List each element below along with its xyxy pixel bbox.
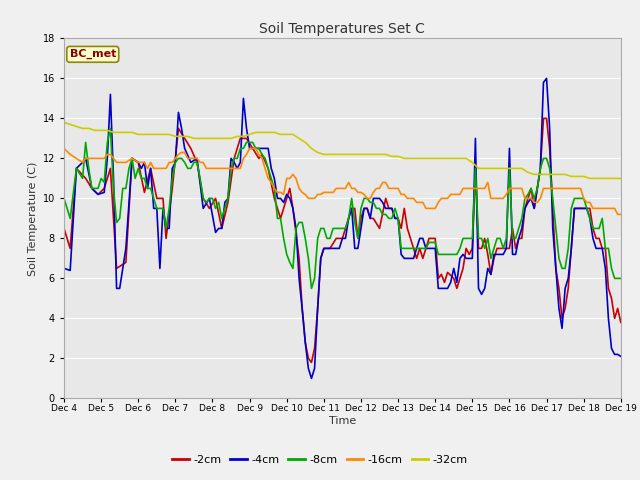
-32cm [566,173,573,179]
-2cm [389,208,397,214]
-32cm [60,120,68,125]
-8cm [207,195,215,201]
X-axis label: Time: Time [329,416,356,426]
-4cm [60,265,68,271]
-4cm [308,375,316,381]
-16cm [60,145,68,151]
-8cm [308,286,316,291]
-8cm [60,195,68,201]
-4cm [617,353,625,359]
-32cm [388,154,396,159]
-8cm [183,164,191,170]
-2cm [335,236,342,241]
-32cm [443,156,451,161]
-4cm [182,149,190,155]
Title: Soil Temperatures Set C: Soil Temperatures Set C [259,22,426,36]
-2cm [568,245,575,252]
-16cm [566,185,573,191]
Line: -4cm: -4cm [64,78,621,378]
-16cm [617,212,625,217]
-8cm [445,252,452,257]
-2cm [60,226,68,231]
Line: -8cm: -8cm [64,128,621,288]
-2cm [540,116,547,121]
Line: -32cm: -32cm [64,122,621,179]
-8cm [335,226,343,231]
Text: BC_met: BC_met [70,49,116,60]
-4cm [568,245,575,252]
-8cm [617,276,625,281]
-32cm [334,152,342,157]
-2cm [617,320,625,325]
-16cm [182,153,190,158]
-16cm [388,185,396,191]
-2cm [308,360,316,365]
-32cm [586,176,594,181]
-4cm [444,286,451,291]
Line: -16cm: -16cm [64,148,621,215]
-32cm [617,176,625,181]
-8cm [106,125,115,131]
-16cm [206,166,214,171]
-16cm [614,212,621,217]
Legend: -2cm, -4cm, -8cm, -16cm, -32cm: -2cm, -4cm, -8cm, -16cm, -32cm [168,451,472,469]
Y-axis label: Soil Temperature (C): Soil Temperature (C) [28,161,38,276]
-4cm [206,200,214,205]
-32cm [206,135,214,141]
-8cm [390,211,397,216]
-32cm [182,133,190,139]
-4cm [335,245,342,252]
-8cm [568,205,575,211]
-4cm [543,75,550,81]
-2cm [444,269,451,275]
-2cm [182,138,190,144]
-2cm [206,204,214,210]
-16cm [443,195,451,201]
-16cm [334,185,342,191]
-4cm [389,208,397,214]
Line: -2cm: -2cm [64,119,621,362]
